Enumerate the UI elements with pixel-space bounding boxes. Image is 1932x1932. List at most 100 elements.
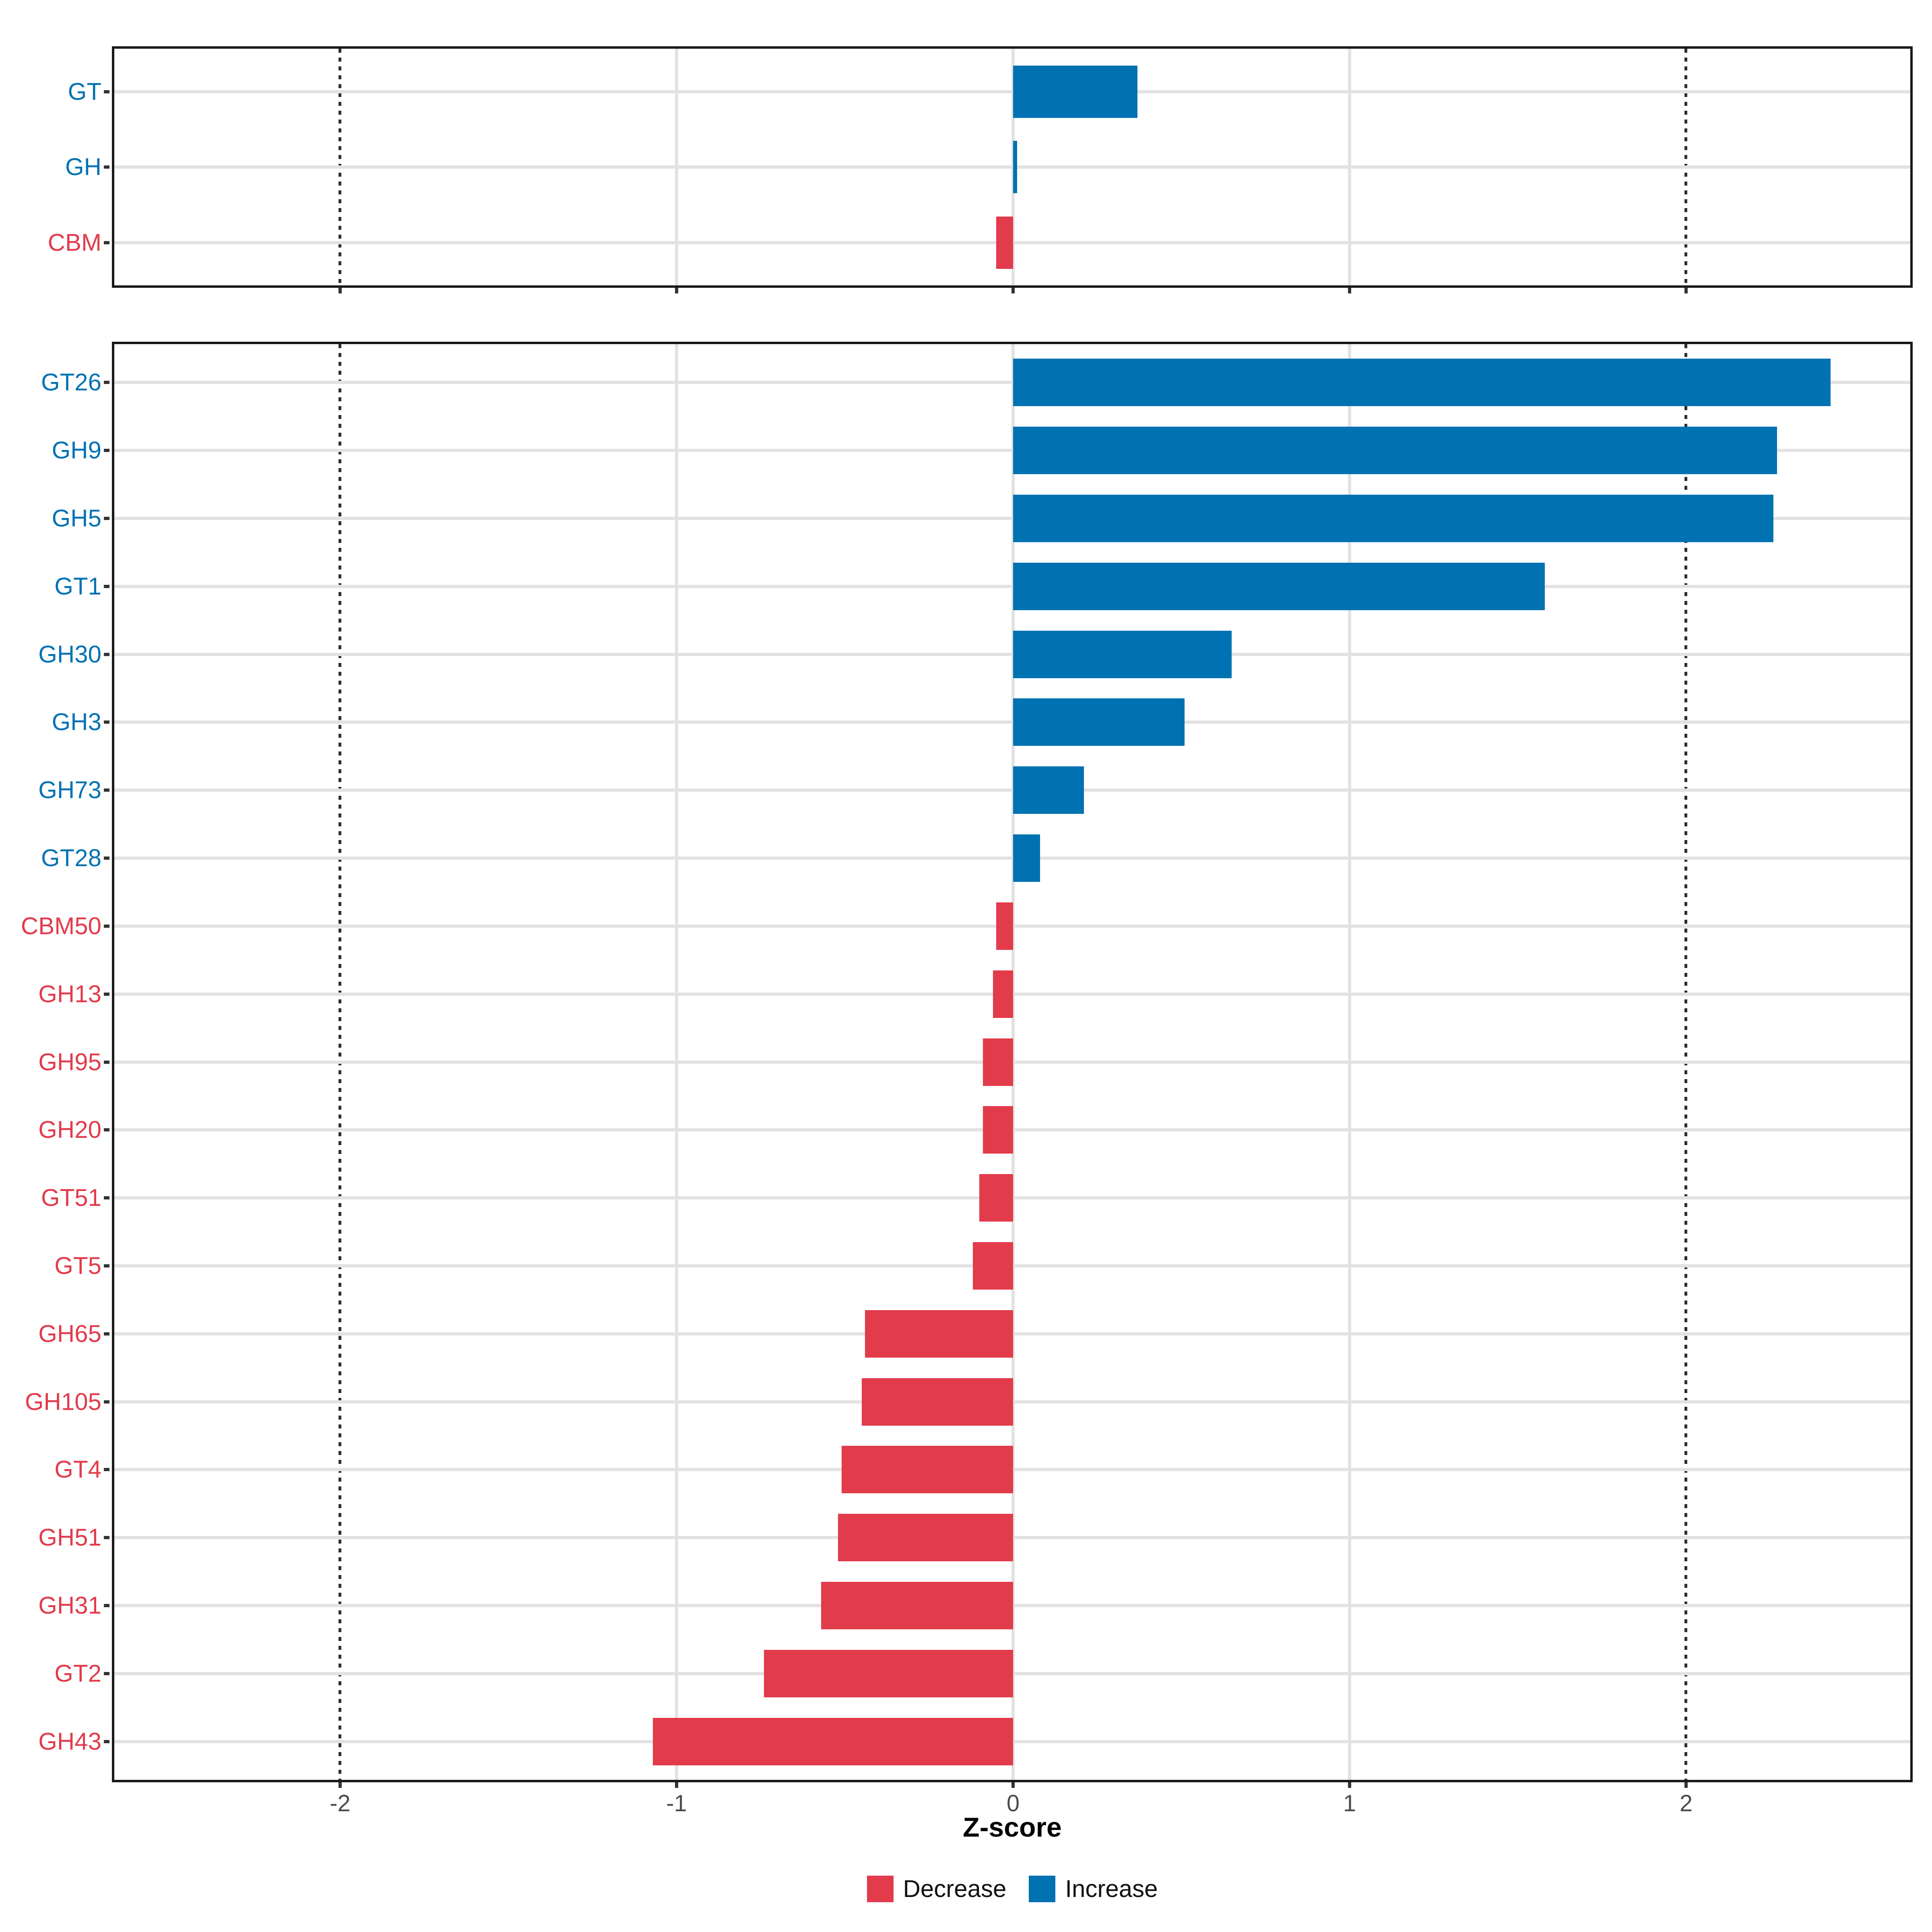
bar-GH5 [1013, 494, 1774, 542]
bar-GT4 [841, 1446, 1013, 1494]
y-tick-GH3 [104, 720, 109, 724]
y-tick-GH31 [104, 1604, 109, 1608]
x-tick-p1--1 [675, 1782, 678, 1788]
bar-GH105 [861, 1378, 1013, 1426]
y-tick-GH95 [104, 1060, 109, 1064]
bar-GH95 [983, 1038, 1013, 1086]
bar-GH73 [1013, 766, 1084, 814]
category-label-GH30: GH30 [38, 640, 101, 668]
y-tick-CBM [104, 241, 109, 244]
x-tick-p0-2 [1684, 288, 1688, 293]
row-gridline-GH73 [114, 788, 1910, 792]
category-label-GH95: GH95 [38, 1048, 101, 1075]
y-tick-GH9 [104, 449, 109, 452]
bar-CBM50 [996, 902, 1013, 950]
category-label-GH13: GH13 [38, 980, 101, 1007]
row-gridline-GT26 [114, 381, 1910, 384]
x-tick-p1-0 [1011, 1782, 1015, 1788]
category-label-GT51: GT51 [41, 1184, 101, 1212]
bar-GT1 [1013, 562, 1545, 610]
category-label-GH9: GH9 [52, 437, 101, 464]
x-tick-p1--2 [339, 1782, 342, 1788]
bar-GH31 [821, 1582, 1013, 1630]
facet-panel-class-summary [112, 46, 1913, 288]
bar-GH20 [983, 1106, 1013, 1154]
x-tick-label--2: -2 [330, 1790, 351, 1816]
legend-label-decrease: Decrease [903, 1875, 1007, 1902]
row-gridline-GT [114, 90, 1910, 93]
category-label-GT: GT [68, 78, 101, 105]
x-tick-p1-2 [1684, 1782, 1688, 1788]
legend-label-increase: Increase [1065, 1875, 1158, 1902]
row-gridline-GH5 [114, 516, 1910, 520]
legend-item-increase: Increase [1029, 1876, 1158, 1902]
y-tick-GT1 [104, 584, 109, 588]
y-tick-GH73 [104, 788, 109, 792]
category-label-GT1: GT1 [54, 572, 101, 600]
row-gridline-GT1 [114, 584, 1910, 588]
x-axis-title: Z-score [963, 1812, 1062, 1843]
y-tick-GH65 [104, 1332, 109, 1335]
y-tick-GT4 [104, 1468, 109, 1472]
y-tick-GH20 [104, 1128, 109, 1132]
x-tick-p0--1 [675, 288, 678, 293]
x-tick-label-1: 1 [1343, 1790, 1356, 1816]
x-tick-label-0: 0 [1006, 1790, 1020, 1816]
y-tick-GT26 [104, 381, 109, 384]
category-label-GH31: GH31 [38, 1592, 101, 1619]
x-tick-label--1: -1 [666, 1790, 687, 1816]
bar-GH43 [653, 1717, 1013, 1765]
y-tick-GH13 [104, 992, 109, 996]
category-label-GH: GH [65, 153, 101, 180]
row-gridline-GT28 [114, 857, 1910, 860]
bar-GT2 [764, 1649, 1013, 1697]
row-gridline-GH9 [114, 449, 1910, 452]
category-label-CBM: CBM [47, 229, 101, 256]
bar-GT [1013, 65, 1138, 118]
y-tick-GT51 [104, 1196, 109, 1200]
bar-GH51 [838, 1514, 1013, 1562]
y-tick-GH43 [104, 1740, 109, 1743]
bar-GT26 [1013, 359, 1831, 407]
category-label-GH65: GH65 [38, 1320, 101, 1347]
category-label-GT28: GT28 [41, 844, 101, 872]
bar-GT51 [979, 1174, 1013, 1222]
legend-swatch-decrease [867, 1876, 894, 1902]
bar-GH65 [865, 1310, 1013, 1358]
bar-GH30 [1013, 630, 1232, 678]
bar-GH [1013, 141, 1018, 193]
category-label-GH105: GH105 [25, 1388, 101, 1415]
row-gridline-GH30 [114, 652, 1910, 656]
category-label-GH5: GH5 [52, 504, 101, 532]
bar-GH9 [1013, 427, 1777, 475]
y-tick-CBM50 [104, 924, 109, 928]
category-label-GT26: GT26 [41, 369, 101, 396]
category-label-GT2: GT2 [54, 1660, 101, 1687]
y-tick-GT28 [104, 857, 109, 860]
x-tick-label-2: 2 [1679, 1790, 1693, 1816]
bar-GT5 [972, 1242, 1013, 1290]
facet-panel-family-detail [112, 342, 1913, 1782]
category-label-CBM50: CBM50 [21, 912, 101, 939]
y-tick-GT2 [104, 1672, 109, 1675]
y-tick-GT [104, 90, 109, 93]
category-label-GH20: GH20 [38, 1116, 101, 1144]
y-tick-GT5 [104, 1264, 109, 1267]
x-tick-p0--2 [339, 288, 342, 293]
legend-item-decrease: Decrease [867, 1875, 1007, 1902]
y-tick-GH30 [104, 652, 109, 656]
y-tick-GH [104, 165, 109, 169]
legend-swatch-increase [1029, 1876, 1056, 1902]
category-label-GH73: GH73 [38, 776, 101, 804]
bar-GT28 [1013, 834, 1040, 882]
category-label-GT5: GT5 [54, 1252, 101, 1279]
y-tick-GH105 [104, 1400, 109, 1404]
x-tick-p1-1 [1348, 1782, 1351, 1788]
category-label-GH3: GH3 [52, 708, 101, 736]
x-tick-p0-0 [1011, 288, 1015, 293]
category-label-GH51: GH51 [38, 1524, 101, 1551]
row-gridline-GH3 [114, 720, 1910, 724]
category-label-GT4: GT4 [54, 1456, 101, 1483]
category-label-GH43: GH43 [38, 1728, 101, 1755]
